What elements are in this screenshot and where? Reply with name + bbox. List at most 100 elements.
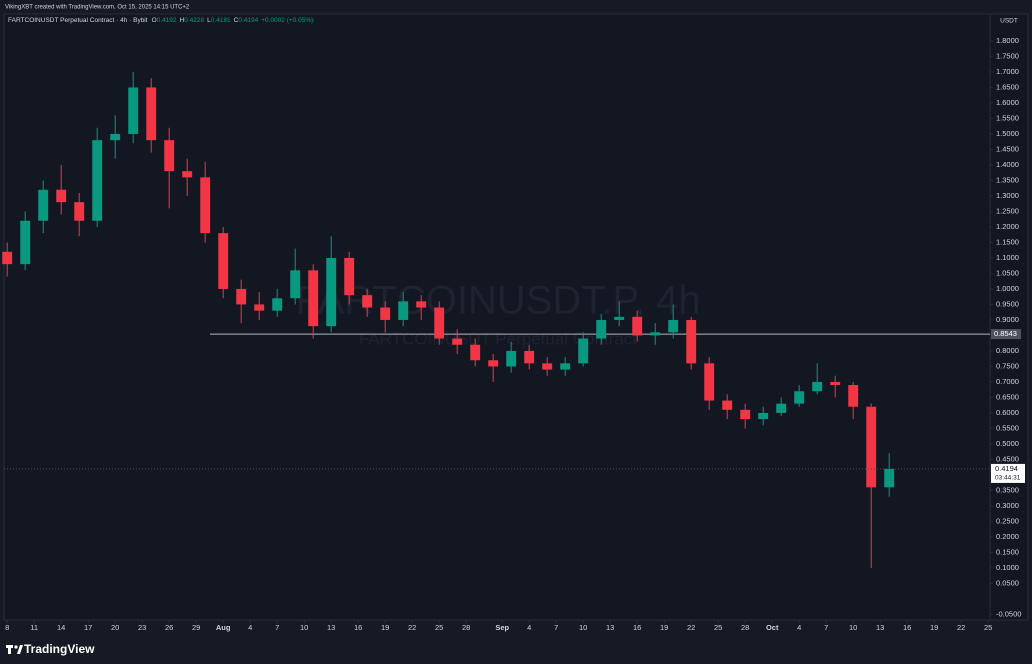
- y-tick-label: 1.8000: [996, 36, 1019, 45]
- legend-value: 0.4181: [211, 17, 231, 24]
- y-unit: USDT: [1000, 18, 1018, 25]
- x-tick-label: 26: [165, 623, 173, 632]
- y-tick-label: 1.3000: [996, 191, 1019, 200]
- candle-body: [758, 412, 769, 420]
- x-tick-label: 19: [381, 623, 389, 632]
- candle-body: [56, 189, 67, 203]
- y-tick-label: 1.2000: [996, 222, 1019, 231]
- x-tick-label: 10: [849, 623, 857, 632]
- y-tick-label: 0.7000: [996, 377, 1019, 386]
- x-tick-label: 22: [408, 623, 416, 632]
- candle-body: [830, 381, 841, 386]
- x-tick-label: 7: [554, 623, 558, 632]
- x-tick-label: 8: [5, 623, 9, 632]
- y-tick-label: 0.8000: [996, 346, 1019, 355]
- legend-symbol: FARTCOINUSDT Perpetual Contract · 4h · B…: [8, 17, 148, 24]
- candle-body: [20, 220, 31, 265]
- y-tick-label: 1.1000: [996, 253, 1019, 262]
- candle-body: [542, 363, 553, 370]
- legend: FARTCOINUSDT Perpetual Contract · 4h · B…: [8, 17, 313, 24]
- candle-body: [380, 307, 391, 320]
- candle-body: [632, 316, 643, 336]
- y-tick-label: 0.4500: [996, 454, 1019, 463]
- candle-body: [326, 257, 337, 327]
- x-tick-label: 19: [930, 623, 938, 632]
- x-tick-label: 7: [824, 623, 828, 632]
- y-tick-label: 1.1500: [996, 237, 1019, 246]
- watermark-title: FARTCOINUSDT.P, 4h: [295, 279, 700, 323]
- x-tick-label: 22: [957, 623, 965, 632]
- x-tick-label: 14: [57, 623, 65, 632]
- last-price-label: 0.4194: [995, 464, 1018, 473]
- candle-body: [722, 400, 733, 410]
- x-tick-label: 13: [327, 623, 335, 632]
- x-tick-label: 28: [741, 623, 749, 632]
- candle-body: [524, 350, 535, 364]
- y-tick-label: 0.7500: [996, 361, 1019, 370]
- x-tick-label: 25: [435, 623, 443, 632]
- legend-change: +0.0002 (+0.05%): [261, 17, 313, 24]
- x-tick-label: 25: [714, 623, 722, 632]
- candle-body: [254, 304, 265, 311]
- x-tick-label: 11: [30, 623, 38, 632]
- candle-body: [218, 233, 229, 289]
- candle-body: [848, 385, 859, 407]
- x-tick-label: 22: [687, 623, 695, 632]
- legend-values: O0.4192 H0.4228 L0.4181 C0.4194: [152, 17, 259, 24]
- y-tick-label: 0.6500: [996, 392, 1019, 401]
- logo-dot: [14, 645, 18, 649]
- x-tick-label: 13: [876, 623, 884, 632]
- candle-body: [650, 332, 661, 336]
- chart-pane: [3, 13, 1029, 621]
- candle-body: [686, 319, 697, 364]
- y-tick-label: 0.1000: [996, 563, 1019, 572]
- y-tick-label: 0.6000: [996, 408, 1019, 417]
- y-tick-label: 1.4000: [996, 160, 1019, 169]
- candle-body: [506, 350, 517, 367]
- y-tick-label: 0.3000: [996, 501, 1019, 510]
- legend-label: L: [207, 17, 211, 24]
- candle-body: [2, 251, 13, 265]
- x-tick-label: 4: [248, 623, 252, 632]
- y-tick-label: 0.5500: [996, 423, 1019, 432]
- x-tick-label: 29: [192, 623, 200, 632]
- candle-body: [416, 301, 427, 308]
- y-tick-label: 0.5000: [996, 439, 1019, 448]
- x-tick-label: 16: [633, 623, 641, 632]
- watermark-subtitle: FARTCOINUSDT Perpetual Contract: [359, 329, 637, 348]
- y-tick-label: 0.1500: [996, 547, 1019, 556]
- candle-body: [866, 406, 877, 488]
- y-tick-label: 1.5000: [996, 129, 1019, 138]
- x-tick-label: 19: [660, 623, 668, 632]
- y-tick-label: 1.0500: [996, 268, 1019, 277]
- y-tick-label: 0.2000: [996, 532, 1019, 541]
- candle-body: [470, 344, 481, 361]
- legend-value: 0.4192: [157, 17, 177, 24]
- y-tick-label: 1.4500: [996, 144, 1019, 153]
- countdown-label: 03:44:31: [995, 475, 1021, 482]
- candle-body: [92, 140, 103, 221]
- y-tick-label: 1.7500: [996, 51, 1019, 60]
- candle-body: [164, 140, 175, 172]
- candle-body: [38, 189, 49, 221]
- candle-body: [200, 177, 211, 234]
- candle-body: [560, 363, 571, 370]
- x-tick-label: 4: [797, 623, 801, 632]
- x-tick-label: 28: [462, 623, 470, 632]
- x-tick-label: 16: [354, 623, 362, 632]
- x-tick-label: Aug: [216, 623, 231, 632]
- y-tick-label: 1.6500: [996, 82, 1019, 91]
- candle-body: [614, 316, 625, 320]
- y-tick-label: 1.0000: [996, 284, 1019, 293]
- candle-body: [794, 391, 805, 404]
- x-tick-label: 4: [527, 623, 531, 632]
- candle-body: [272, 298, 283, 311]
- candle-body: [110, 133, 121, 141]
- candle-body: [740, 409, 751, 420]
- candle-body: [884, 468, 895, 488]
- y-tick-label: 0.9500: [996, 299, 1019, 308]
- x-tick-label: 13: [606, 623, 614, 632]
- y-tick-label: 0.2500: [996, 516, 1019, 525]
- x-tick-label: 10: [300, 623, 308, 632]
